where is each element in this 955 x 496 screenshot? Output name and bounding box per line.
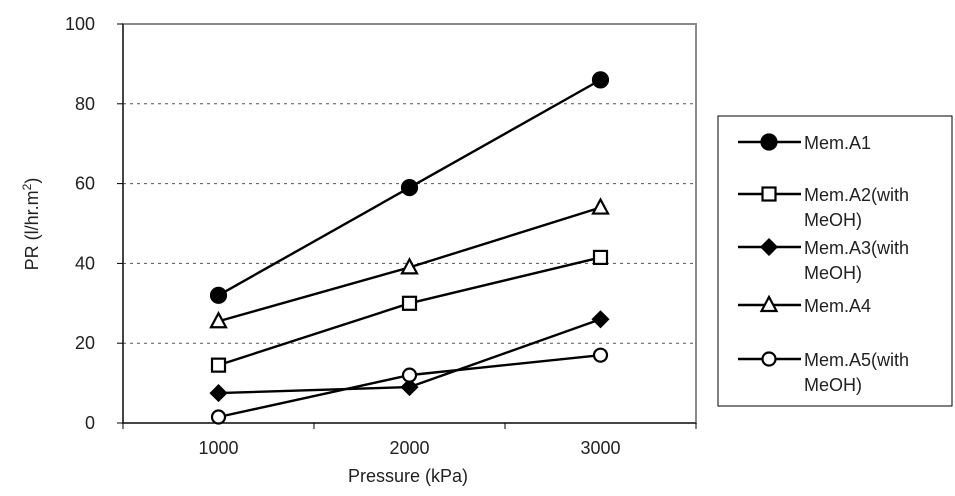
axes: 0 20 40 60 80 100 1000 2000 3000: [65, 14, 697, 458]
legend-entry: Mem.A5(with MeOH): [738, 350, 909, 395]
legend-label: Mem.A4: [804, 296, 871, 316]
data-point: [401, 295, 418, 311]
y-tick-label: 60: [75, 174, 95, 194]
legend-entry: Mem.A3(with MeOH): [738, 237, 909, 283]
data-point: [210, 357, 227, 373]
data-point: [592, 347, 609, 363]
legend-marker: [761, 186, 777, 202]
legend-marker: [761, 351, 777, 367]
y-tick-label: 40: [75, 253, 95, 273]
legend-marker: [759, 237, 779, 257]
data-point: [591, 197, 610, 215]
data-point: [401, 367, 418, 383]
series-group: [209, 71, 610, 304]
y-axis-label: PR (l/hr.m2): [20, 178, 42, 271]
data-point: [400, 378, 419, 397]
legend-entry: Mem.A1: [738, 133, 871, 153]
x-tick-label: 2000: [389, 438, 429, 458]
data-point: [592, 249, 609, 266]
legend-label: MeOH): [804, 210, 862, 230]
legend-label: Mem.A1: [804, 133, 871, 153]
legend-label: Mem.A3(with: [804, 238, 909, 258]
x-axis-label: Pressure (kPa): [348, 466, 468, 486]
series-group: [209, 197, 610, 329]
data-point: [400, 257, 419, 275]
x-tick-label: 1000: [198, 438, 238, 458]
series-layer: [209, 71, 610, 425]
y-tick-label: 20: [75, 333, 95, 353]
legend-marker: [759, 294, 779, 313]
x-tick-label: 3000: [580, 438, 620, 458]
y-tick-label: 0: [85, 413, 95, 433]
y-tick-label: 100: [65, 14, 95, 34]
legend-label: MeOH): [804, 375, 862, 395]
series-group: [210, 347, 609, 425]
data-point: [209, 310, 228, 329]
legend-label: Mem.A2(with: [804, 185, 909, 205]
data-point: [210, 409, 227, 425]
data-point: [400, 178, 419, 197]
data-point: [591, 71, 610, 89]
legend-entries: Mem.A1Mem.A2(withMeOH)Mem.A3(withMeOH)Me…: [738, 133, 909, 395]
series-group: [209, 310, 610, 403]
y-axis-label-main: PR (l/hr.m: [22, 190, 42, 270]
legend-label: Mem.A5(with: [804, 350, 909, 370]
legend-box: [717, 115, 953, 407]
data-point: [209, 286, 228, 304]
y-axis-label-superscript: 2: [20, 183, 34, 190]
legend-entry: Mem.A4: [738, 294, 871, 316]
plot-area: [122, 23, 697, 424]
legend: Mem.A1Mem.A2(withMeOH)Mem.A3(withMeOH)Me…: [717, 115, 953, 407]
y-tick-label: 80: [75, 94, 95, 114]
y-axis-label-close: ): [22, 178, 42, 184]
series-group: [210, 249, 609, 373]
data-point: [591, 310, 610, 329]
legend-entry: Mem.A2(with MeOH): [738, 185, 909, 230]
data-point: [209, 384, 228, 403]
legend-marker: [760, 133, 778, 151]
legend-label: MeOH): [804, 263, 862, 283]
